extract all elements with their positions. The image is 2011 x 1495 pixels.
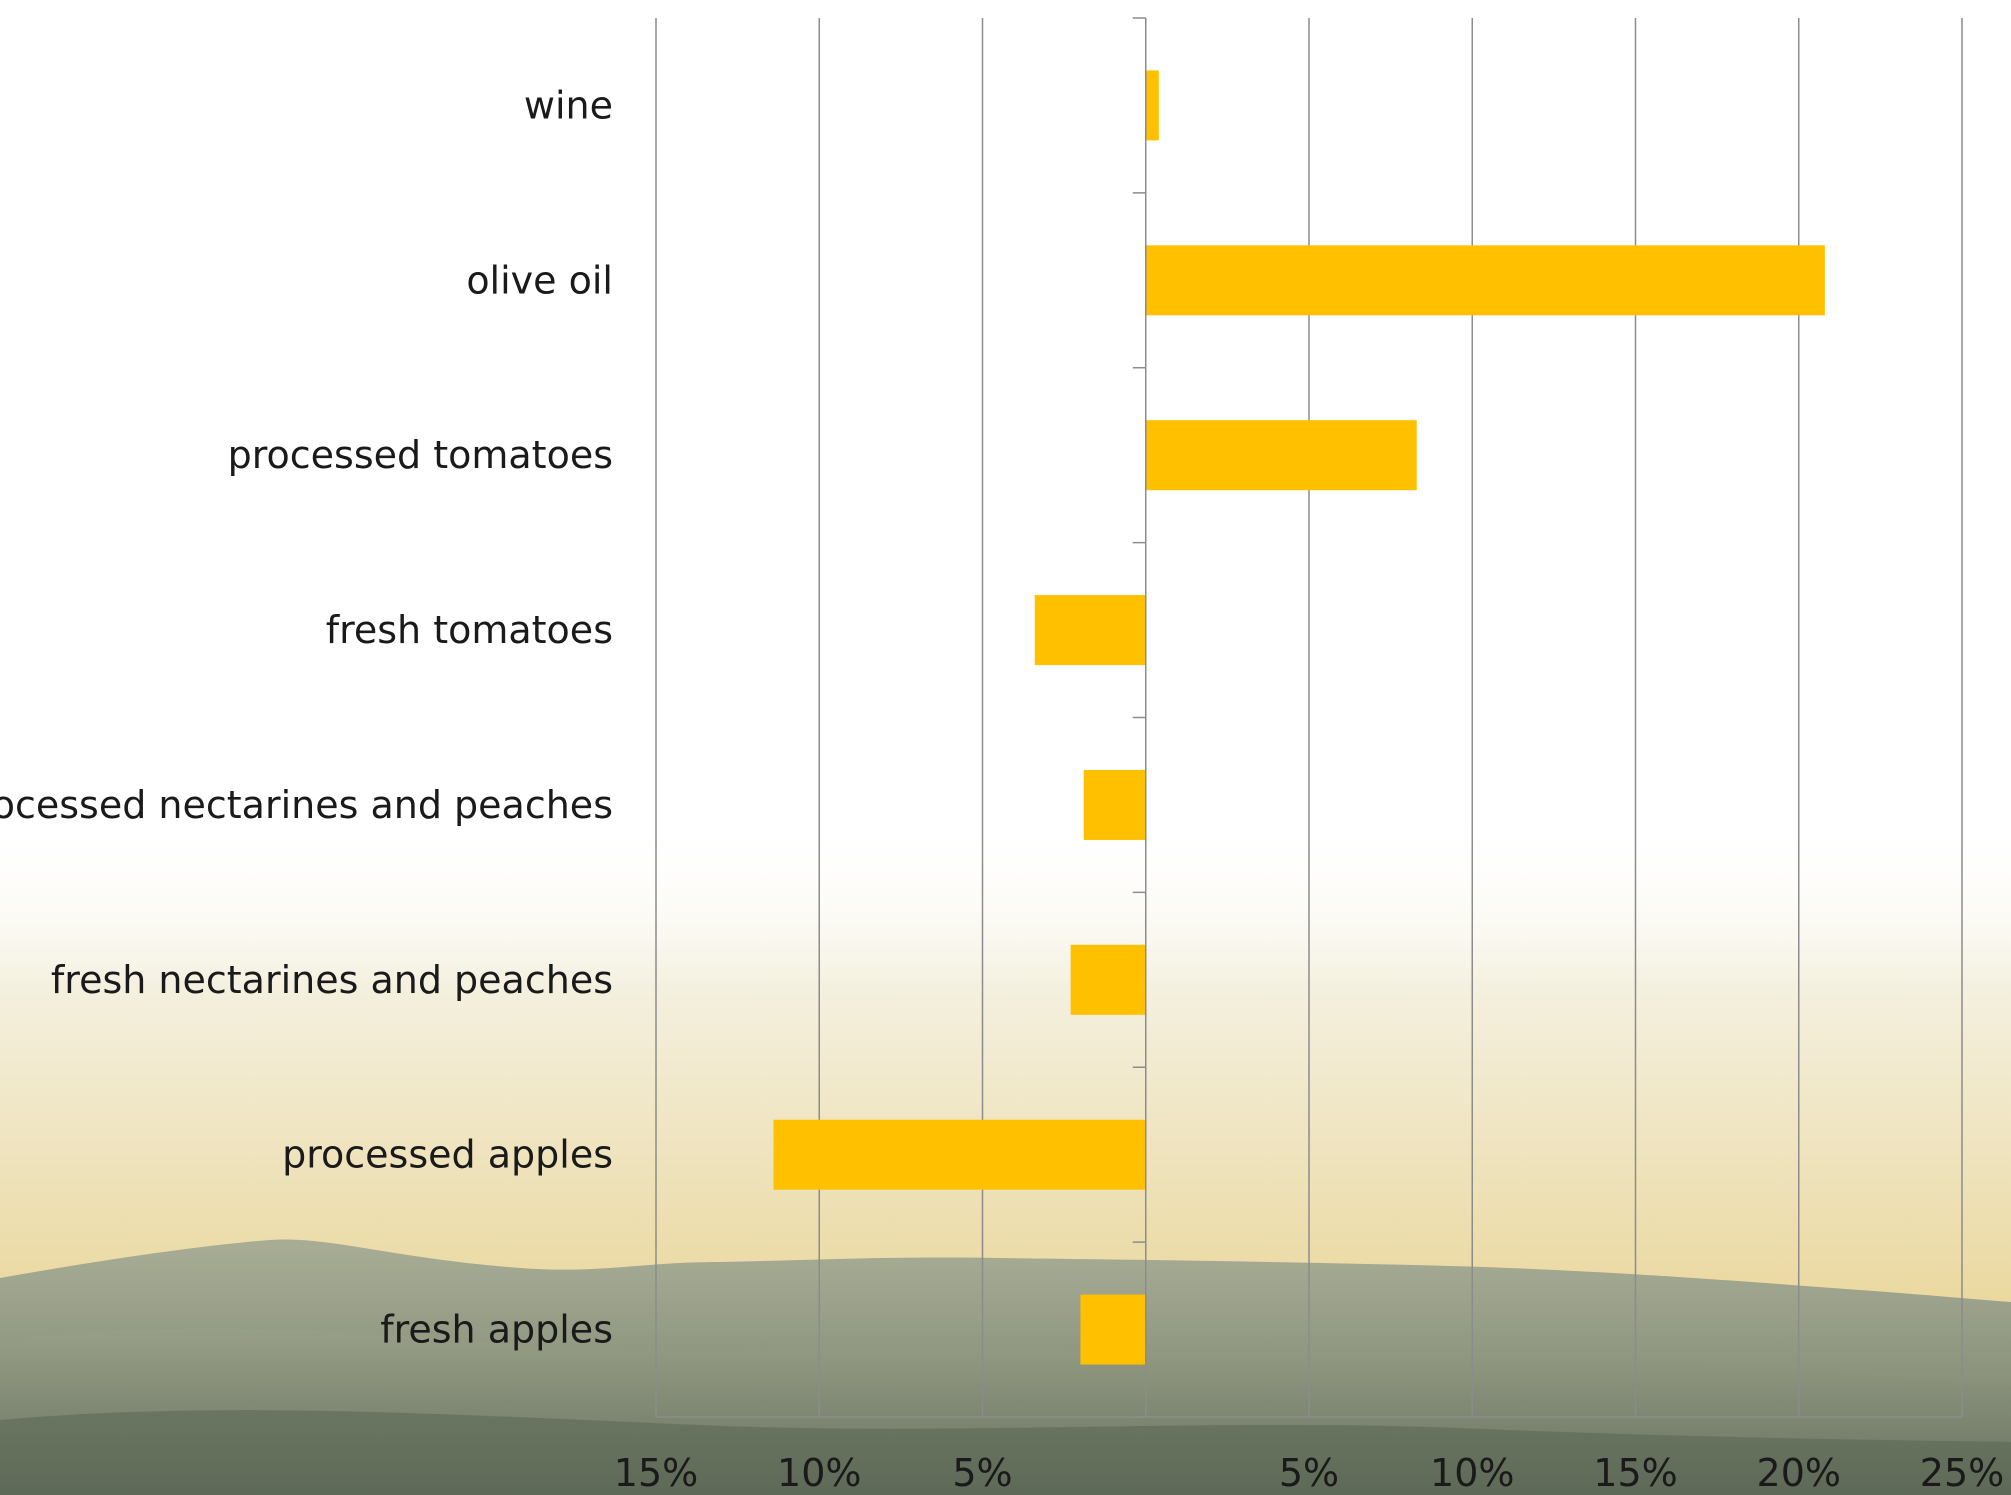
x-tick-label: 15% <box>1593 1451 1677 1495</box>
x-tick-label: 15% <box>614 1451 698 1495</box>
bar <box>1145 420 1417 491</box>
bar <box>1070 944 1146 1015</box>
x-tick-label: 25% <box>1920 1451 2004 1495</box>
x-tick-label: 10% <box>777 1451 861 1495</box>
bar <box>1083 769 1146 840</box>
category-label: processed nectarines and peaches <box>0 783 613 827</box>
category-label: processed tomatoes <box>228 433 613 477</box>
bar <box>1034 595 1146 666</box>
category-labels: wine olive oil processed tomatoes fresh tom… <box>0 83 613 1351</box>
category-label: processed apples <box>282 1133 613 1177</box>
x-tick-label: 5% <box>1279 1451 1339 1495</box>
x-tick-labels: 15% 10% 5% 5% 10% 15% 20% 25% <box>614 1451 2004 1495</box>
category-label: wine <box>524 83 613 127</box>
bar <box>773 1119 1146 1190</box>
x-tick-label: 10% <box>1430 1451 1514 1495</box>
bars <box>773 70 1825 1365</box>
axes <box>656 17 1962 1418</box>
background-landscape <box>0 820 2011 1495</box>
category-label: fresh apples <box>380 1308 613 1352</box>
x-tick-label: 20% <box>1757 1451 1841 1495</box>
x-tick-label: 5% <box>952 1451 1012 1495</box>
category-label: fresh tomatoes <box>326 608 613 652</box>
category-label: olive oil <box>466 258 613 302</box>
category-label: fresh nectarines and peaches <box>51 958 613 1002</box>
bar <box>1145 70 1159 141</box>
bar <box>1145 245 1825 316</box>
bar <box>1080 1294 1146 1365</box>
